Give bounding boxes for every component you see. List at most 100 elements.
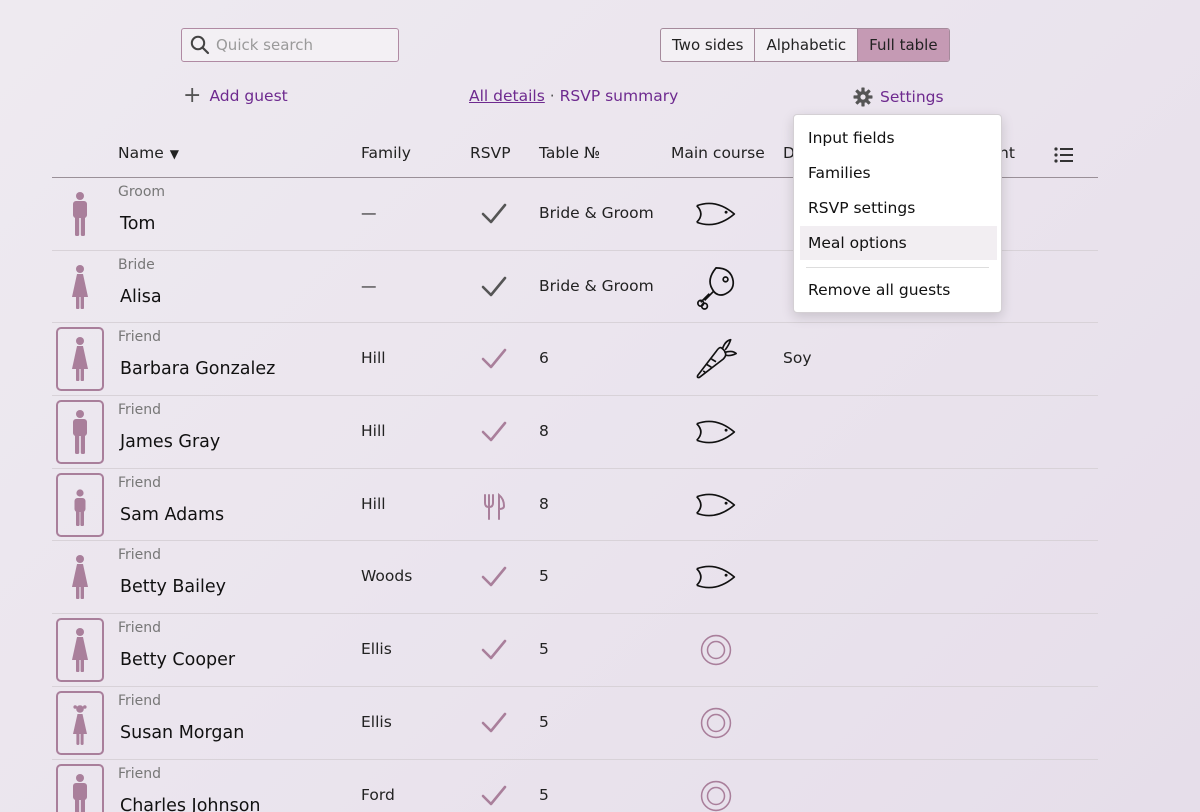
female-person-icon[interactable] xyxy=(56,618,104,683)
guest-role: Friend xyxy=(118,692,162,709)
female-person-icon[interactable] xyxy=(56,545,104,609)
female-person-icon[interactable] xyxy=(56,327,104,392)
settings-menu: Input fields Families RSVP settings Meal… xyxy=(793,114,1002,313)
view-two-sides[interactable]: Two sides xyxy=(672,36,744,54)
guest-name: Alisa xyxy=(120,286,162,307)
rsvp-status[interactable] xyxy=(480,638,508,662)
fish-icon[interactable] xyxy=(692,481,740,529)
view-alphabetic[interactable]: Alphabetic xyxy=(754,29,857,61)
table-row[interactable]: Groom Tom — Bride & Groom xyxy=(52,178,1098,251)
rsvp-status[interactable] xyxy=(480,275,508,299)
female-person-icon[interactable] xyxy=(56,255,104,319)
male-person-icon[interactable] xyxy=(56,472,104,537)
rsvp-status[interactable] xyxy=(480,784,508,808)
column-comment[interactable]: nt xyxy=(999,144,1015,162)
column-main-course[interactable]: Main course xyxy=(671,144,765,162)
guest-family: — xyxy=(361,204,377,222)
column-rsvp[interactable]: RSVP xyxy=(470,144,511,162)
fish-icon[interactable] xyxy=(692,408,740,456)
table-row[interactable]: Friend James Gray Hill 8 xyxy=(52,396,1098,469)
carrot-icon[interactable] xyxy=(692,335,740,383)
sort-down-icon: ▼ xyxy=(169,147,179,161)
add-guest-label: Add guest xyxy=(209,87,288,105)
column-name[interactable]: Name ▼ xyxy=(118,144,179,162)
plate-icon[interactable] xyxy=(692,772,740,812)
search-box[interactable] xyxy=(181,28,399,62)
table-row[interactable]: Friend Betty Cooper Ellis 5 xyxy=(52,614,1098,687)
table-row[interactable]: Friend Sam Adams Hill 8 xyxy=(52,469,1098,542)
guest-table: 6 xyxy=(539,349,549,368)
guest-role: Friend xyxy=(118,402,162,419)
table-row[interactable]: Friend Charles Johnson Ford 5 xyxy=(52,760,1098,812)
plate-icon[interactable] xyxy=(692,626,740,674)
rsvp-status[interactable] xyxy=(480,420,508,444)
column-name-label: Name xyxy=(118,144,164,162)
guest-family: Ellis xyxy=(361,712,392,731)
guest-role: Bride xyxy=(118,256,155,273)
menu-rsvp-settings[interactable]: RSVP settings xyxy=(808,199,916,217)
male-person-icon[interactable] xyxy=(56,400,104,465)
guest-table: 8 xyxy=(539,494,549,513)
link-separator: · xyxy=(549,87,555,105)
guest-name: Sam Adams xyxy=(120,504,225,525)
guest-name: Barbara Gonzalez xyxy=(120,359,276,380)
column-diet[interactable]: D xyxy=(783,144,795,162)
table-row[interactable]: Friend Barbara Gonzalez Hill 6 Soy xyxy=(52,323,1098,397)
menu-families[interactable]: Families xyxy=(808,164,871,182)
check-icon xyxy=(481,785,507,805)
rsvp-status[interactable] xyxy=(480,347,508,371)
rsvp-summary-link[interactable]: RSVP summary xyxy=(559,87,679,105)
rsvp-status[interactable] xyxy=(480,565,508,589)
menu-remove-all-guests[interactable]: Remove all guests xyxy=(808,281,951,299)
plate-icon[interactable] xyxy=(692,699,740,747)
check-icon xyxy=(481,639,507,660)
guest-table: Bride & Groom xyxy=(539,204,654,222)
check-icon xyxy=(481,276,507,296)
meat-icon[interactable] xyxy=(692,263,740,311)
guest-table: 5 xyxy=(539,640,549,659)
rsvp-status[interactable] xyxy=(480,492,508,520)
guest-family: Hill xyxy=(361,349,386,368)
menu-meal-options[interactable]: Meal options xyxy=(800,226,997,260)
column-family[interactable]: Family xyxy=(361,144,411,162)
guest-list: Groom Tom — Bride & Groom Bride Alisa — … xyxy=(52,178,1098,812)
search-icon xyxy=(190,35,210,55)
guest-family: Hill xyxy=(361,422,386,441)
table-row[interactable]: Friend Betty Bailey Woods 5 xyxy=(52,541,1098,615)
list-icon xyxy=(1054,147,1073,163)
male-person-icon[interactable] xyxy=(56,763,104,812)
column-table[interactable]: Table № xyxy=(539,144,601,162)
all-details-link[interactable]: All details xyxy=(469,87,545,105)
fish-icon[interactable] xyxy=(692,190,740,238)
settings-label: Settings xyxy=(880,88,944,106)
guest-role: Friend xyxy=(118,620,162,637)
add-guest-link[interactable]: + Add guest xyxy=(183,85,288,107)
rsvp-status[interactable] xyxy=(480,202,508,226)
view-full-table[interactable]: Full table xyxy=(857,29,949,61)
guest-diet: Soy xyxy=(783,349,812,368)
table-header: Name ▼ Family RSVP Table № Main course D … xyxy=(52,138,1098,178)
guest-name: James Gray xyxy=(120,432,221,453)
check-icon xyxy=(481,203,507,224)
female-person-icon[interactable] xyxy=(56,690,104,755)
guest-family: — xyxy=(361,276,377,295)
male-person-icon[interactable] xyxy=(56,182,104,246)
table-row[interactable]: Bride Alisa — Bride & Groom xyxy=(52,251,1098,324)
settings-button[interactable]: Settings xyxy=(853,87,944,107)
guest-family: Hill xyxy=(361,494,386,513)
menu-input-fields[interactable]: Input fields xyxy=(808,129,895,147)
table-row[interactable]: Friend Susan Morgan Ellis 5 xyxy=(52,687,1098,760)
guest-role: Friend xyxy=(118,765,162,782)
rsvp-status[interactable] xyxy=(480,711,508,735)
view-switch: Two sides Alphabetic Full table xyxy=(660,28,950,62)
column-options[interactable] xyxy=(1054,146,1074,168)
check-icon xyxy=(481,421,507,442)
guest-role: Groom xyxy=(118,184,166,200)
fish-icon[interactable] xyxy=(692,553,740,601)
view-links: All details · RSVP summary xyxy=(469,87,678,105)
check-icon xyxy=(481,349,507,369)
gear-icon xyxy=(853,87,873,107)
guest-family: Ford xyxy=(361,785,395,804)
menu-divider xyxy=(806,267,989,268)
search-input[interactable] xyxy=(216,36,396,54)
